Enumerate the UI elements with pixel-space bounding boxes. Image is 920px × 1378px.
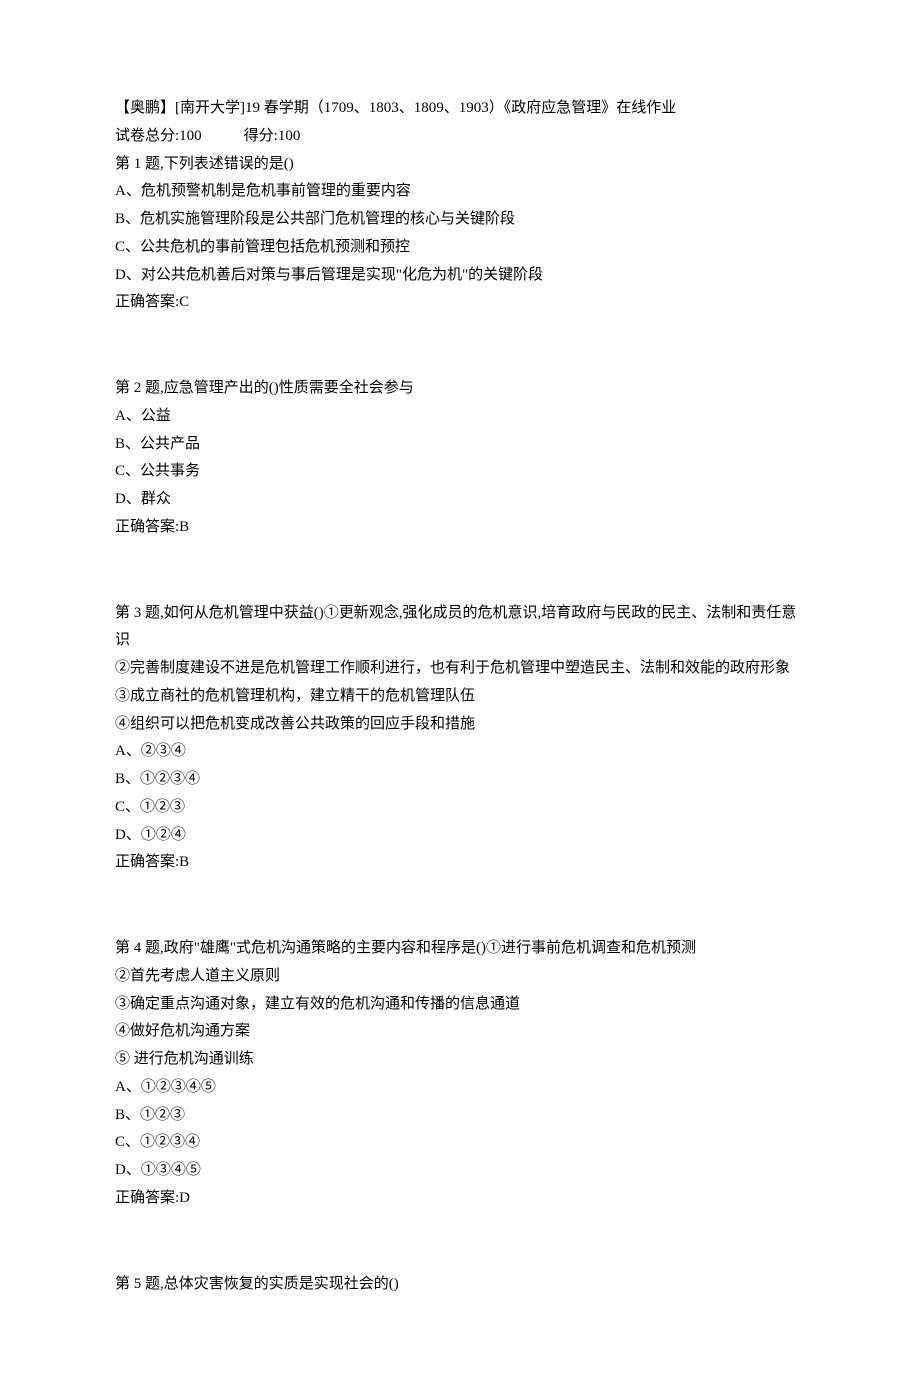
document-header: 【奥鹏】[南开大学]19 春学期（1709、1803、1809、1903）《政府… — [115, 95, 805, 151]
question-answer: 正确答案:D — [115, 1185, 805, 1213]
question-extra: ②首先考虑人道主义原则 — [115, 963, 805, 991]
spacer — [115, 907, 805, 935]
question-option: A、危机预警机制是危机事前管理的重要内容 — [115, 178, 805, 206]
question-extra: ②完善制度建设不进是危机管理工作顺利进行，也有利于危机管理中塑造民主、法制和效能… — [115, 655, 805, 683]
question-extra: ③确定重点沟通对象，建立有效的危机沟通和传播的信息通道 — [115, 991, 805, 1019]
question-stem: 第 2 题,应急管理产出的()性质需要全社会参与 — [115, 375, 805, 403]
question-stem: 第 4 题,政府"雄鹰"式危机沟通策略的主要内容和程序是()①进行事前危机调查和… — [115, 935, 805, 963]
question-option: D、①③④⑤ — [115, 1157, 805, 1185]
question-extra: ③成立商社的危机管理机构，建立精干的危机管理队伍 — [115, 683, 805, 711]
question-stem: 第 5 题,总体灾害恢复的实质是实现社会的() — [115, 1271, 805, 1299]
question-1: 第 1 题,下列表述错误的是() A、危机预警机制是危机事前管理的重要内容 B、… — [115, 151, 805, 318]
question-extra: ④组织可以把危机变成改善公共政策的回应手段和措施 — [115, 711, 805, 739]
question-option: B、危机实施管理阶段是公共部门危机管理的核心与关键阶段 — [115, 206, 805, 234]
question-4: 第 4 题,政府"雄鹰"式危机沟通策略的主要内容和程序是()①进行事前危机调查和… — [115, 935, 805, 1213]
question-option: C、公共危机的事前管理包括危机预测和预控 — [115, 234, 805, 262]
question-option: D、群众 — [115, 486, 805, 514]
question-option: B、①②③ — [115, 1102, 805, 1130]
question-answer: 正确答案:B — [115, 514, 805, 542]
question-extra: ④做好危机沟通方案 — [115, 1018, 805, 1046]
question-option: A、②③④ — [115, 738, 805, 766]
question-option: C、①②③④ — [115, 1129, 805, 1157]
question-answer: 正确答案:C — [115, 289, 805, 317]
spacer — [115, 572, 805, 600]
score-line: 试卷总分:100 得分:100 — [115, 123, 805, 151]
question-option: C、①②③ — [115, 794, 805, 822]
question-option: A、公益 — [115, 403, 805, 431]
question-option: D、①②④ — [115, 822, 805, 850]
question-extra: ⑤ 进行危机沟通训练 — [115, 1046, 805, 1074]
question-option: C、公共事务 — [115, 458, 805, 486]
question-5: 第 5 题,总体灾害恢复的实质是实现社会的() — [115, 1271, 805, 1299]
document-title: 【奥鹏】[南开大学]19 春学期（1709、1803、1809、1903）《政府… — [115, 95, 805, 123]
spacer — [115, 1243, 805, 1271]
question-option: D、对公共危机善后对策与事后管理是实现"化危为机"的关键阶段 — [115, 262, 805, 290]
spacer — [115, 347, 805, 375]
score-got: 得分:100 — [244, 128, 301, 144]
question-stem: 第 1 题,下列表述错误的是() — [115, 151, 805, 179]
question-3: 第 3 题,如何从危机管理中获益()①更新观念,强化成员的危机意识,培育政府与民… — [115, 600, 805, 878]
question-2: 第 2 题,应急管理产出的()性质需要全社会参与 A、公益 B、公共产品 C、公… — [115, 375, 805, 542]
question-option: A、①②③④⑤ — [115, 1074, 805, 1102]
question-stem: 第 3 题,如何从危机管理中获益()①更新观念,强化成员的危机意识,培育政府与民… — [115, 600, 805, 656]
question-option: B、①②③④ — [115, 766, 805, 794]
score-total: 试卷总分:100 — [115, 128, 202, 144]
question-option: B、公共产品 — [115, 431, 805, 459]
question-answer: 正确答案:B — [115, 849, 805, 877]
